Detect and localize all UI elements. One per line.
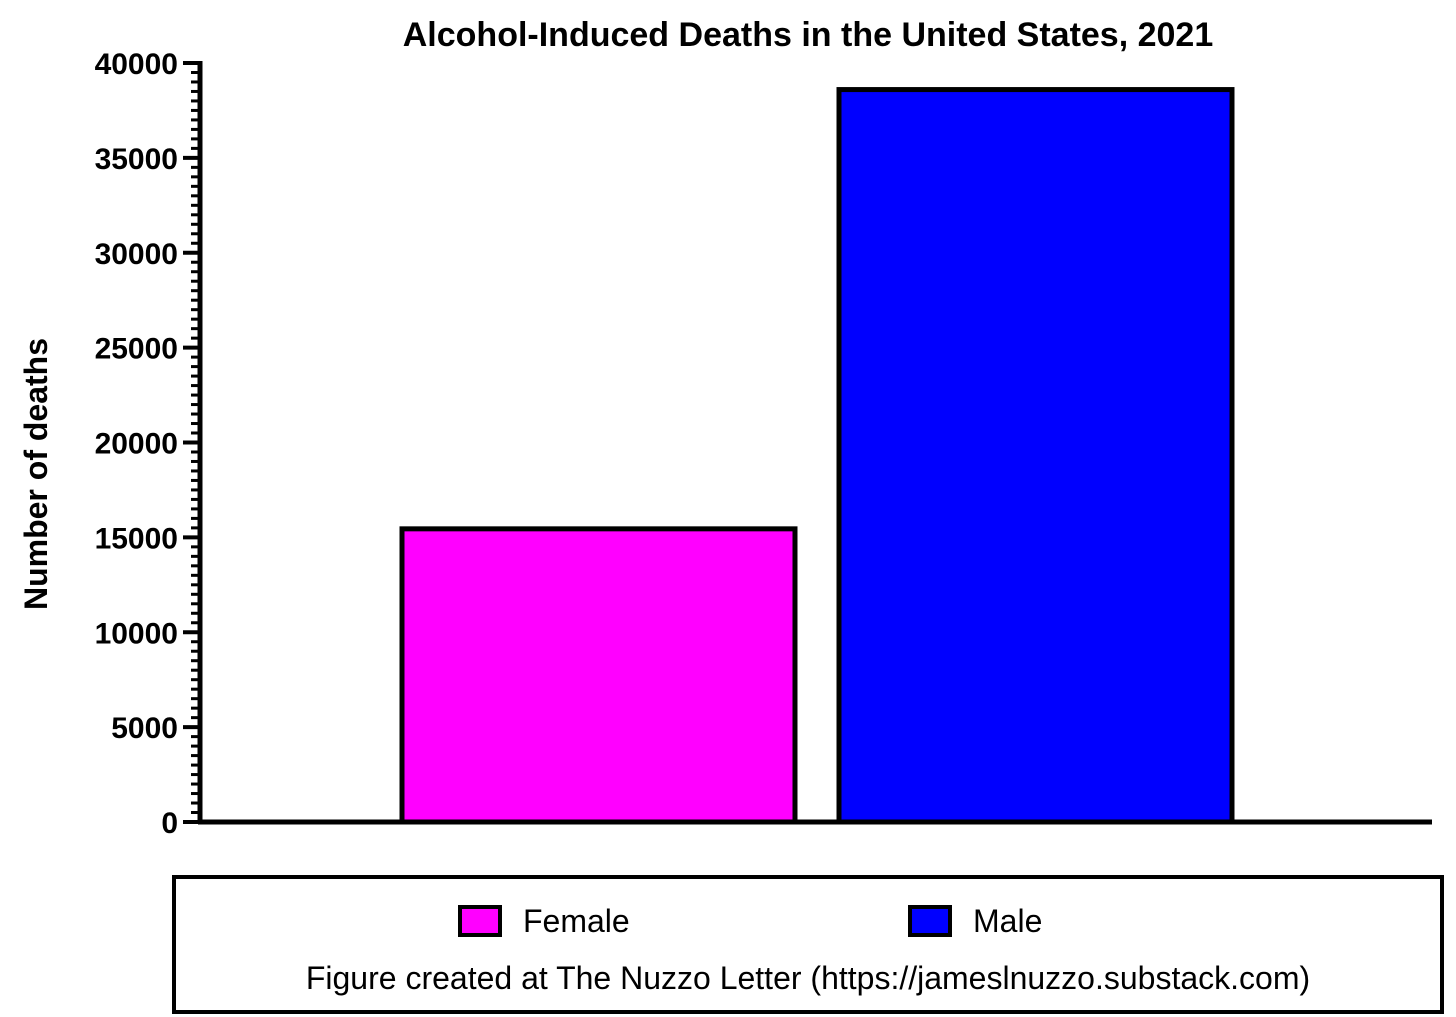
legend-swatch-female xyxy=(458,905,502,937)
legend-label-female: Female xyxy=(523,903,630,939)
bars-group xyxy=(399,87,1235,825)
y-tick-label: 35000 xyxy=(95,143,178,176)
bar-male xyxy=(836,87,1235,825)
y-axis-label: Number of deaths xyxy=(18,338,54,610)
legend-swatch-male xyxy=(908,905,952,937)
y-axis: 0 5000 10000 15000 20000 25000 30000 35000 40000 xyxy=(95,48,203,840)
y-tick-label: 30000 xyxy=(95,238,178,271)
bar-female xyxy=(399,526,798,825)
figure-credit: Figure created at The Nuzzo Letter (http… xyxy=(306,960,1310,996)
y-tick-label: 25000 xyxy=(95,333,178,366)
legend-frame xyxy=(172,875,1444,1014)
y-tick-label: 40000 xyxy=(95,48,178,81)
y-tick-label: 0 xyxy=(161,807,178,840)
legend: Female Male Figure created at The Nuzzo L… xyxy=(172,875,1444,1014)
y-tick-label: 5000 xyxy=(111,712,178,745)
y-tick-label: 15000 xyxy=(95,522,178,555)
y-tick-label: 20000 xyxy=(95,428,178,461)
legend-label-male: Male xyxy=(973,903,1042,939)
chart-title: Alcohol-Induced Deaths in the United Sta… xyxy=(403,16,1214,54)
y-tick-label: 10000 xyxy=(95,617,178,650)
